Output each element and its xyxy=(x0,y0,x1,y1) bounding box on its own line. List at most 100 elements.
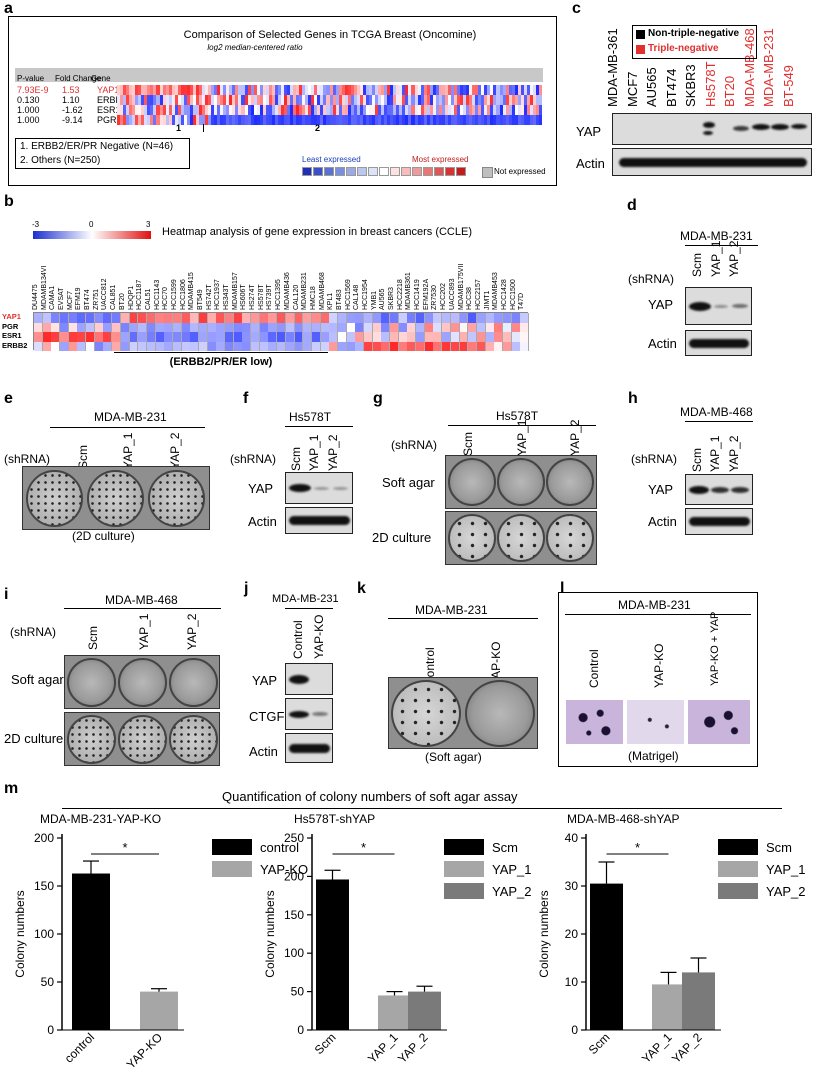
heatmap-cell xyxy=(205,115,209,125)
heatmap-cell xyxy=(362,85,367,95)
header-gene: Gene xyxy=(91,74,111,83)
heatmap-cell xyxy=(117,95,121,105)
panel-i-cell: MDA-MB-468 xyxy=(105,593,178,607)
heatmap-cell xyxy=(459,322,469,332)
heatmap-cell xyxy=(511,322,521,332)
heatmap-cell xyxy=(332,85,336,95)
heatmap-cell xyxy=(268,95,273,105)
heatmap-cell xyxy=(399,115,403,125)
heatmap-cell xyxy=(250,115,254,125)
cell-line-label: HCC1954 xyxy=(362,279,369,310)
heatmap-cell xyxy=(502,313,512,323)
heatmap-cell xyxy=(414,85,418,95)
heatmap-cell xyxy=(268,341,278,351)
heatmap-cell xyxy=(514,115,519,125)
heatmap-cell xyxy=(181,332,191,342)
heatmap-cell xyxy=(251,332,261,342)
heatmap-cell xyxy=(141,85,145,95)
heatmap-cell xyxy=(259,322,269,332)
heatmap-cell xyxy=(487,85,491,95)
heatmap-cell xyxy=(326,95,330,105)
heatmap-cell xyxy=(424,332,434,342)
heatmap-cell xyxy=(86,341,96,351)
panel-k-plate xyxy=(388,677,538,749)
heatmap-cell xyxy=(302,115,306,125)
legend-swatch xyxy=(718,883,758,899)
cell-line-lane: MDA-MB-361 xyxy=(605,28,620,107)
y-tick-label: 40 xyxy=(565,831,579,845)
heatmap-cell xyxy=(265,105,270,115)
heatmap-cell xyxy=(372,313,382,323)
heatmap-cell xyxy=(68,313,78,323)
cell-line-label: HCC1428 xyxy=(500,279,508,310)
row-yap: YAP xyxy=(252,673,278,688)
heatmap-cell xyxy=(141,105,145,115)
chart-2-title: Hs578T-shYAP xyxy=(294,812,376,826)
heatmap-cell xyxy=(372,95,376,105)
heatmap-cell xyxy=(341,85,346,95)
legend-swatch xyxy=(444,861,484,877)
heatmap-cell xyxy=(499,95,503,105)
heatmap-cell xyxy=(296,115,300,125)
cell-line-label: YMB1 xyxy=(370,290,378,310)
pvalue-cell: 1.000 xyxy=(17,105,40,115)
legend-non-tn: Non-triple-negative xyxy=(648,28,740,39)
heatmap-cell xyxy=(207,332,217,342)
heatmap-cell xyxy=(277,322,287,332)
heatmap-cell xyxy=(420,115,424,125)
heatmap-cell xyxy=(164,332,174,342)
heatmap-cell xyxy=(347,105,352,115)
heatmap-cell xyxy=(405,115,409,125)
heatmap-cell xyxy=(308,115,312,125)
heatmap-cell xyxy=(384,105,388,115)
lane-yap-ko: YAP-KO xyxy=(652,643,666,688)
cell-line-label: HCC2157 xyxy=(474,279,482,310)
heatmap-cell xyxy=(156,115,160,125)
heatmap-cell xyxy=(277,95,282,105)
panel-c-yap-blot xyxy=(612,113,812,145)
heatmap-cell xyxy=(476,313,486,323)
band xyxy=(289,675,309,684)
heatmap-cell xyxy=(520,105,525,115)
heatmap-cell xyxy=(381,85,385,95)
heatmap-cell xyxy=(355,322,365,332)
heatmap-cell xyxy=(174,85,179,95)
heatmap-cell xyxy=(359,115,364,125)
y-tick-label: 10 xyxy=(565,975,579,989)
heatmap-cell xyxy=(247,85,251,95)
cell-line-label: HCC1806 xyxy=(179,279,187,310)
x-tick-label: Scm xyxy=(586,1030,613,1057)
heatmap-cell xyxy=(353,115,358,125)
heatmap-cell xyxy=(293,115,297,125)
cell-line-label: HCC202 xyxy=(440,283,448,310)
dish xyxy=(448,514,496,562)
heatmap-cell xyxy=(535,105,540,115)
heatmap-cell xyxy=(68,341,78,351)
fold-cell: 1.10 xyxy=(62,95,80,105)
heatmap-cell xyxy=(311,322,321,332)
cell-line-label: HCC1500 xyxy=(509,279,517,310)
heatmap-cell xyxy=(305,115,309,125)
heatmap-cell xyxy=(186,95,191,105)
cell-line-label: HCC1395 xyxy=(275,279,283,310)
group-bracket xyxy=(114,352,328,353)
lane-yap-2: YAP_2 xyxy=(168,432,182,469)
heatmap-cell xyxy=(362,105,367,115)
heatmap-cell xyxy=(274,115,279,125)
heatmap-cell xyxy=(320,313,330,323)
heatmap-cell xyxy=(433,341,443,351)
heatmap-cell xyxy=(520,115,525,125)
y-tick-label: 50 xyxy=(291,985,305,999)
heatmap-cell xyxy=(208,115,212,125)
heatmap-cell xyxy=(405,85,409,95)
heatmap-cell xyxy=(77,322,87,332)
heatmap-cell xyxy=(285,341,295,351)
panel-j-underline xyxy=(285,608,333,609)
scale-swatch xyxy=(313,167,323,176)
heatmap-cell xyxy=(86,313,96,323)
heatmap-cell xyxy=(238,85,242,95)
header-pvalue: P-value xyxy=(17,74,45,83)
heatmap-cell xyxy=(168,85,173,95)
lane-yap-1: YAP_1 xyxy=(137,613,151,650)
heatmap-cell xyxy=(478,85,482,95)
